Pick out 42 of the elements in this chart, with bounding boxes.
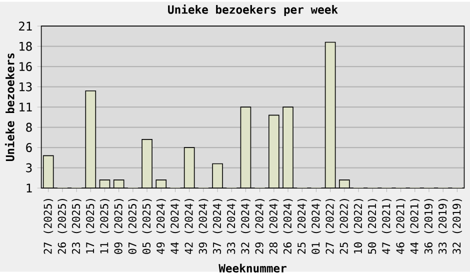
x-tick-label: 05 (2025) [142, 199, 152, 254]
x-tick-label: 49 (2024) [156, 199, 166, 254]
y-tick-label: 1 [26, 184, 32, 192]
x-tick-label: 25 (2024) [297, 199, 307, 254]
x-axis-title: Weeknummer [218, 264, 286, 273]
x-tick-label: 28 (2024) [269, 199, 279, 254]
y-tick-label: 8 [26, 122, 32, 132]
x-tick-label: 44 (2024) [170, 199, 180, 254]
x-tick-label: 25 (2022) [340, 199, 350, 254]
x-tick-label: 50 (2021) [368, 199, 378, 254]
x-tick-label: 09 (2025) [114, 199, 124, 254]
x-tick-label: 44 (2021) [410, 199, 420, 254]
chart-title: Unieke bezoekers per week [168, 4, 338, 16]
x-tick-label: 37 (2024) [212, 199, 222, 254]
x-tick-label: 32 (2024) [240, 199, 250, 254]
x-tick-label: 10 (2022) [354, 199, 364, 254]
x-tick-label: 46 (2021) [396, 199, 406, 254]
x-tick-label: 11 (2025) [100, 199, 110, 254]
x-tick-label: 33 (2019) [438, 199, 448, 254]
x-tick-label: 23 (2025) [72, 199, 82, 254]
y-tick-label: 21 [19, 22, 32, 31]
x-tick-label: 17 (2025) [86, 199, 96, 254]
y-tick-label: 13 [20, 82, 32, 92]
x-tick-label: 26 (2025) [58, 199, 68, 254]
x-tick-label: 26 (2024) [283, 199, 293, 254]
y-tick-label: 18 [20, 42, 32, 51]
x-tick-label: 39 (2024) [198, 199, 208, 254]
x-tick-label: 42 (2024) [184, 199, 194, 254]
x-tick-label: 47 (2021) [382, 199, 392, 254]
x-tick-label: 32 (2019) [452, 199, 462, 254]
y-tick-label: 6 [26, 143, 32, 152]
y-tick-label: 11 [20, 102, 32, 112]
x-tick-label: 36 (2019) [424, 199, 434, 254]
x-tick-label: 29 (2024) [255, 199, 265, 254]
y-tick-label: 3 [26, 163, 32, 172]
x-tick-label: 01 (2024) [311, 199, 321, 254]
y-axis-title: Unieke bezoekers [4, 53, 14, 162]
x-tick-label: 27 (2022) [326, 199, 336, 254]
x-tick-label: 07 (2025) [128, 199, 138, 254]
y-tick-label: 16 [20, 62, 32, 72]
x-tick-label: 33 (2024) [226, 199, 236, 254]
x-tick-label: 27 (2025) [44, 199, 54, 254]
